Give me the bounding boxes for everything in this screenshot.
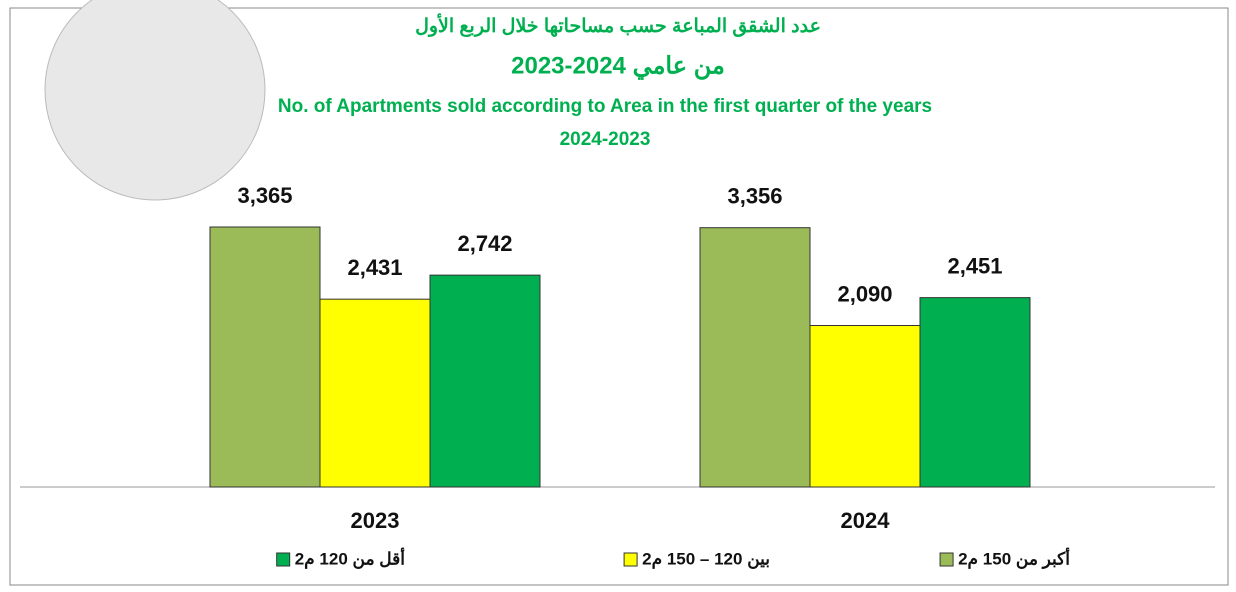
legend-swatch (276, 552, 291, 567)
title-ar: عدد الشقق المباعة حسب مساحاتها خلال الرب… (415, 13, 821, 37)
bar (209, 226, 321, 488)
legend-swatch (623, 552, 638, 567)
bar (319, 298, 431, 488)
legend-label: أكبر من 150 م2 (958, 546, 1070, 569)
bar (429, 274, 541, 488)
title-en: No. of Apartments sold according to Area… (278, 96, 932, 117)
value-label: 2,090 (837, 281, 892, 306)
value-label: 2,431 (347, 255, 402, 280)
title-en-years: 2024-2023 (560, 129, 651, 150)
bar (699, 227, 811, 488)
watermark-logo (44, 0, 266, 201)
legend-label: أقل من 120 م2 (295, 546, 406, 569)
bar (809, 325, 921, 488)
value-label: 3,365 (237, 183, 292, 208)
title-ar-years: من عامي 2024-2023 (511, 52, 725, 80)
legend-swatch (939, 552, 954, 567)
legend-label: بين 120 – 150 م2 (642, 549, 770, 569)
value-label: 3,356 (727, 184, 782, 209)
x-tick-label: 2024 (841, 508, 891, 533)
value-label: 2,451 (947, 253, 1002, 278)
x-tick-label: 2023 (351, 508, 400, 533)
bar (919, 297, 1031, 488)
value-label: 2,742 (457, 231, 512, 256)
